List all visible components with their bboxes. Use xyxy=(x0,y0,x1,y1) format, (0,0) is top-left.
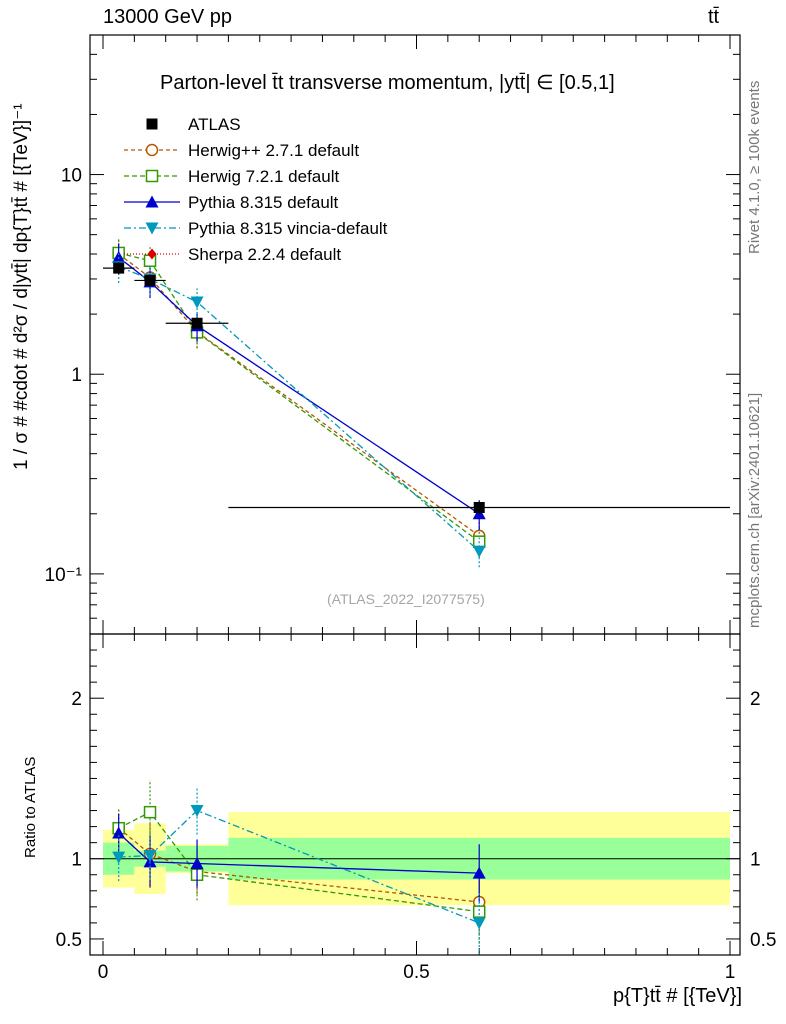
ratio-tick-label-right: 1 xyxy=(750,850,761,871)
x-axis-label: p{T}tt̄ # [{TeV}] xyxy=(613,985,742,1007)
legend-label: Herwig 7.2.1 default xyxy=(188,167,339,186)
x-tick-label: 1 xyxy=(725,962,736,983)
data-point xyxy=(113,262,125,274)
series-point xyxy=(190,296,204,309)
series-line xyxy=(118,256,480,515)
ratio-point xyxy=(472,905,486,918)
ratio-tick-label: 2 xyxy=(71,689,82,710)
watermark: (ATLAS_2022_I2077575) xyxy=(327,591,485,607)
ratio-series-line xyxy=(118,811,480,913)
legend-marker xyxy=(145,169,159,183)
y-tick-label: 10⁻¹ xyxy=(45,565,83,586)
ratio-point xyxy=(143,849,157,862)
series-point xyxy=(112,250,126,263)
legend-marker xyxy=(147,248,157,260)
legend-label: Pythia 8.315 vincia-default xyxy=(188,219,388,238)
data-point xyxy=(191,317,203,329)
ratio-point xyxy=(112,826,126,839)
ratio-point xyxy=(472,917,486,930)
mcplots-label: mcplots.cern.ch [arXiv:2401.10621] xyxy=(746,392,763,628)
x-tick-label: 0.5 xyxy=(403,962,429,983)
chart-title: Parton-level t̄t transverse momentum, |y… xyxy=(160,72,615,94)
rivet-label: Rivet 4.1.0, ≥ 100k events xyxy=(746,80,763,254)
y-tick-label: 1 xyxy=(71,365,82,386)
legend-label: Sherpa 2.2.4 default xyxy=(188,245,341,264)
ratio-axis-label: Ratio to ATLAS xyxy=(22,756,39,858)
legend-marker xyxy=(145,222,159,235)
ratio-panel-frame xyxy=(89,633,741,956)
ratio-tick-label-right: 0.5 xyxy=(750,930,776,951)
ratio-tick-label: 1 xyxy=(71,850,82,871)
data-point xyxy=(144,274,156,286)
ratio-series-line xyxy=(118,832,480,874)
ratio-tick-label-right: 2 xyxy=(750,689,761,710)
data-point xyxy=(473,502,485,514)
legend-marker xyxy=(145,143,159,157)
header-right: tt̄ xyxy=(708,6,720,28)
legend-marker xyxy=(146,118,158,130)
x-tick-label: 0 xyxy=(98,962,109,983)
ratio-point xyxy=(143,805,157,819)
series-line xyxy=(118,266,480,552)
legend-label: Herwig++ 2.7.1 default xyxy=(188,141,359,160)
y-axis-label: 1 / σ # #cdot # d²σ / d|ytt̄| dp{T}tt̄ #… xyxy=(11,103,32,470)
legend-label: Pythia 8.315 default xyxy=(188,193,339,212)
ratio-point xyxy=(112,851,126,864)
header-left: 13000 GeV pp xyxy=(103,6,232,28)
legend-marker xyxy=(145,195,159,208)
ratio-point xyxy=(190,857,204,870)
ratio-series-line xyxy=(118,809,480,924)
ratio-point xyxy=(190,805,204,818)
legend-label: ATLAS xyxy=(188,115,241,134)
series-line xyxy=(118,252,480,543)
ratio-tick-label: 0.5 xyxy=(56,930,82,951)
series-point xyxy=(472,545,486,558)
y-tick-label: 10 xyxy=(61,166,82,187)
ratio-point xyxy=(472,866,486,879)
